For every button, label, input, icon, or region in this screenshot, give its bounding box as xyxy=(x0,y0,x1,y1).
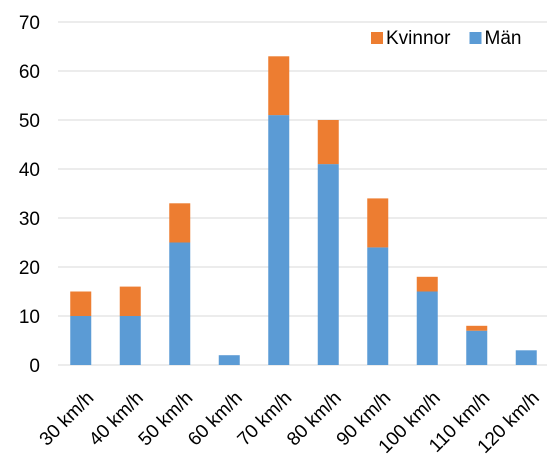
bar-segment xyxy=(416,276,438,292)
y-axis-ticks: 0 10 20 30 40 50 60 70 xyxy=(19,13,40,377)
bar-segment xyxy=(515,350,537,365)
bar-segment xyxy=(169,242,191,365)
x-tick-label: 80 km/h xyxy=(283,388,346,451)
y-tick-label: 10 xyxy=(19,307,40,328)
bar-segment xyxy=(317,164,339,365)
bar-segment xyxy=(466,330,488,365)
legend-swatch xyxy=(371,32,383,44)
bar-segment xyxy=(169,203,191,243)
bar-segment xyxy=(70,316,92,365)
y-tick-label: 70 xyxy=(19,13,40,34)
bars xyxy=(70,56,537,365)
bar-segment xyxy=(119,286,141,316)
x-tick-label: 70 km/h xyxy=(234,388,297,451)
bar-segment xyxy=(367,247,389,365)
bar-segment xyxy=(416,291,438,365)
legend-label: Kvinnor xyxy=(386,28,451,49)
bar-segment xyxy=(268,56,290,116)
y-tick-label: 20 xyxy=(19,258,40,279)
legend-swatch xyxy=(469,32,482,44)
x-tick-label: 30 km/h xyxy=(36,388,99,451)
x-tick-label: 50 km/h xyxy=(135,388,198,451)
bar-segment xyxy=(466,325,488,331)
legend-label: Män xyxy=(485,28,522,49)
x-tick-label: 40 km/h xyxy=(85,388,148,451)
y-tick-label: 30 xyxy=(19,209,40,230)
y-tick-label: 40 xyxy=(19,160,40,181)
x-tick-label: 60 km/h xyxy=(184,388,247,451)
bar-segment xyxy=(317,120,339,165)
bar-segment xyxy=(218,355,240,365)
x-axis-ticks: 30 km/h40 km/h50 km/h60 km/h70 km/h80 km… xyxy=(36,388,544,458)
legend: Kvinnor Män xyxy=(371,28,521,49)
y-tick-label: 60 xyxy=(19,62,40,83)
y-tick-label: 50 xyxy=(19,111,40,132)
bar-segment xyxy=(367,198,389,248)
y-tick-label: 0 xyxy=(29,356,40,377)
bar-segment xyxy=(268,115,290,365)
bar-segment xyxy=(119,316,141,365)
bar-segment xyxy=(70,291,92,316)
